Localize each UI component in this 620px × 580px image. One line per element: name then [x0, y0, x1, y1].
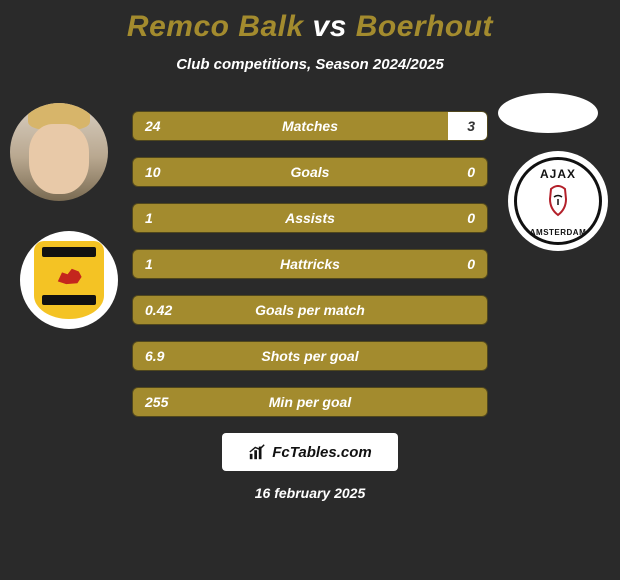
stats-column: 24 Matches 3 10 Goals 0 1 Assists 0 1 Hattricks 0 0.… [132, 111, 488, 417]
brand-badge: FcTables.com [222, 433, 398, 471]
club-badge-circle: AJAX AMSTERDAM [508, 151, 608, 251]
ajax-text-bottom: AMSTERDAM [530, 228, 587, 237]
stat-label: Matches [282, 118, 338, 134]
stat-value-left: 1 [145, 256, 153, 272]
stat-label: Assists [285, 210, 335, 226]
cambuur-badge [34, 241, 104, 319]
player2-avatar [498, 93, 598, 133]
footer: FcTables.com 16 february 2025 [0, 433, 620, 501]
stat-value-right: 0 [467, 164, 475, 180]
club-badge-circle [20, 231, 118, 329]
stat-value-left: 255 [145, 394, 168, 410]
stat-value-right: 0 [467, 256, 475, 272]
stat-value-left: 0.42 [145, 302, 172, 318]
stat-row: 6.9 Shots per goal [132, 341, 488, 371]
player1-avatar [10, 103, 108, 201]
stat-label: Goals [291, 164, 330, 180]
avatar-face [29, 124, 89, 194]
brand-text: FcTables.com [272, 444, 371, 461]
stat-row: 10 Goals 0 [132, 157, 488, 187]
stat-row: 0.42 Goals per match [132, 295, 488, 325]
stat-value-left: 24 [145, 118, 161, 134]
badge-band [42, 247, 96, 257]
player1-club-badge [20, 231, 118, 329]
stat-value-left: 10 [145, 164, 161, 180]
stat-value-right: 0 [467, 210, 475, 226]
ajax-head-icon [543, 185, 573, 221]
stat-label: Min per goal [269, 394, 351, 410]
stat-row: 1 Assists 0 [132, 203, 488, 233]
badge-band [42, 295, 96, 305]
comparison-area: AJAX AMSTERDAM 24Matches310Goals01Assist… [0, 111, 620, 417]
stat-value-left: 6.9 [145, 348, 164, 364]
avatar-placeholder [498, 93, 598, 133]
subtitle: Club competitions, Season 2024/2025 [0, 56, 620, 73]
stat-value-right: 3 [467, 118, 475, 134]
date: 16 february 2025 [255, 485, 366, 501]
title-vs: vs [313, 10, 347, 43]
page-title: Remco Balk vs Boerhout [0, 10, 620, 44]
badge-mid [42, 261, 96, 291]
stat-label: Hattricks [280, 256, 340, 272]
avatar [10, 103, 108, 201]
title-player2: Boerhout [356, 10, 493, 43]
stat-row: 255 Min per goal [132, 387, 488, 417]
title-player1: Remco Balk [127, 10, 304, 43]
stat-row: 1 Hattricks 0 [132, 249, 488, 279]
stat-value-left: 1 [145, 210, 153, 226]
badge-emblem [55, 267, 83, 285]
stat-row: 24 Matches 3 [132, 111, 488, 141]
player2-club-badge: AJAX AMSTERDAM [508, 151, 608, 251]
chart-icon [248, 443, 266, 461]
ajax-text-top: AJAX [540, 167, 576, 181]
stat-label: Shots per goal [261, 348, 358, 364]
comparison-card: Remco Balk vs Boerhout Club competitions… [0, 0, 620, 580]
stat-label: Goals per match [255, 302, 365, 318]
